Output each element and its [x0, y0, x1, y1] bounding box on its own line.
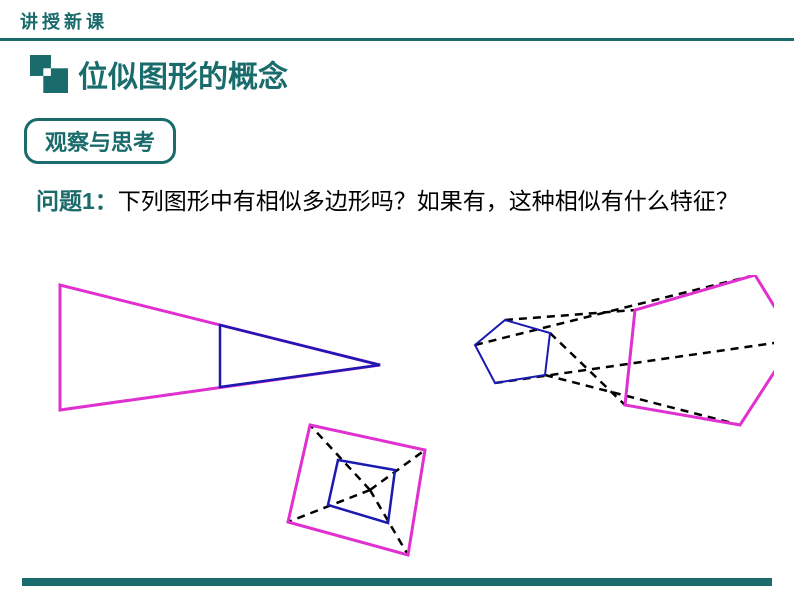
header-underline: [0, 38, 794, 41]
question-label: 问题1：: [36, 188, 118, 214]
footer-bar: [22, 578, 772, 586]
section-badge: 观察与思考: [24, 118, 176, 164]
header-label: 讲授新课: [20, 8, 108, 34]
page-title: 位似图形的概念: [78, 52, 288, 96]
question-text: 问题1：下列图形中有相似多边形吗？如果有，这种相似有什么特征？: [36, 178, 754, 224]
title-icon: [30, 55, 68, 93]
title-block: 位似图形的概念: [30, 52, 288, 96]
question-body: 下列图形中有相似多边形吗？如果有，这种相似有什么特征？: [118, 188, 739, 214]
figures-svg: [20, 275, 774, 560]
